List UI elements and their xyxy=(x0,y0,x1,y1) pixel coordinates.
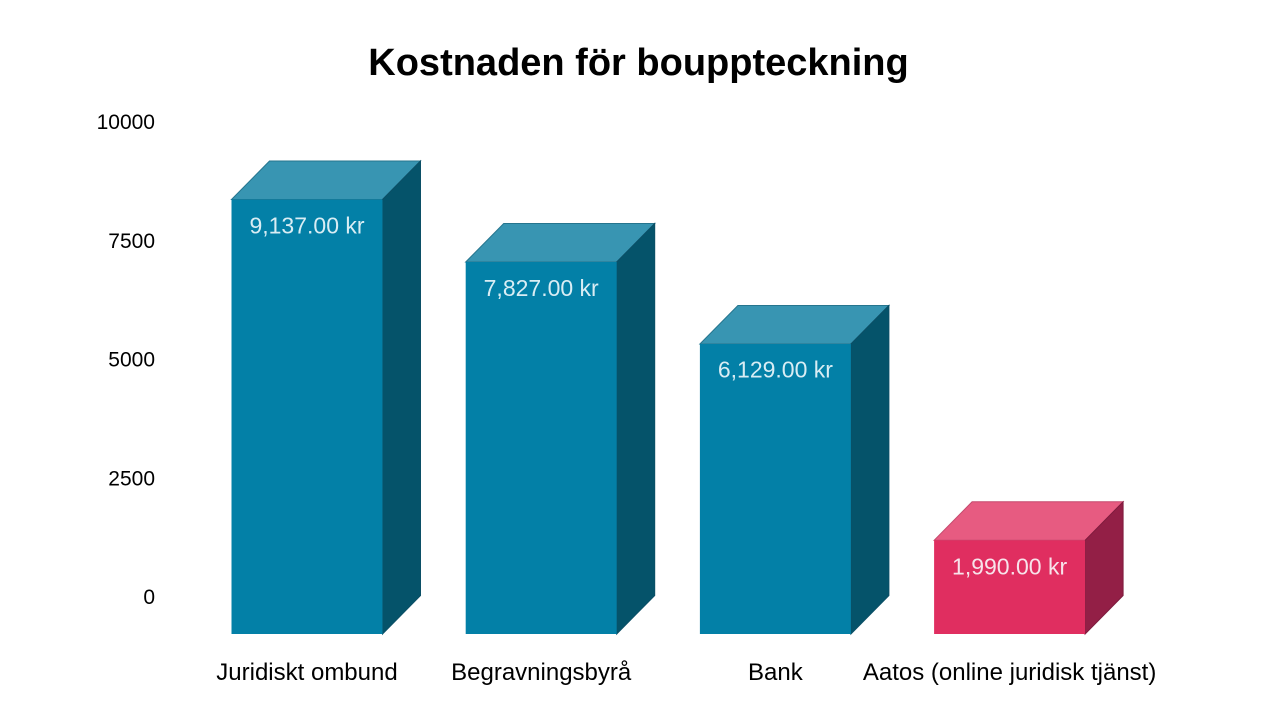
svg-text:7,827.00 kr: 7,827.00 kr xyxy=(484,275,599,301)
svg-text:Aatos (online juridisk tjänst): Aatos (online juridisk tjänst) xyxy=(863,659,1156,686)
svg-text:Juridiskt ombund: Juridiskt ombund xyxy=(216,659,397,686)
svg-text:5000: 5000 xyxy=(108,349,155,372)
svg-text:Bank: Bank xyxy=(748,659,804,686)
svg-text:6,129.00 kr: 6,129.00 kr xyxy=(718,357,833,383)
svg-text:2500: 2500 xyxy=(108,467,155,490)
svg-text:7500: 7500 xyxy=(108,230,155,253)
svg-text:Kostnaden för bouppteckning: Kostnaden för bouppteckning xyxy=(368,42,908,84)
svg-text:9,137.00 kr: 9,137.00 kr xyxy=(249,213,364,239)
svg-text:10000: 10000 xyxy=(97,111,155,134)
svg-text:Begravningsbyrå: Begravningsbyrå xyxy=(451,659,632,686)
svg-text:0: 0 xyxy=(143,586,155,609)
svg-text:1,990.00 kr: 1,990.00 kr xyxy=(952,553,1067,579)
